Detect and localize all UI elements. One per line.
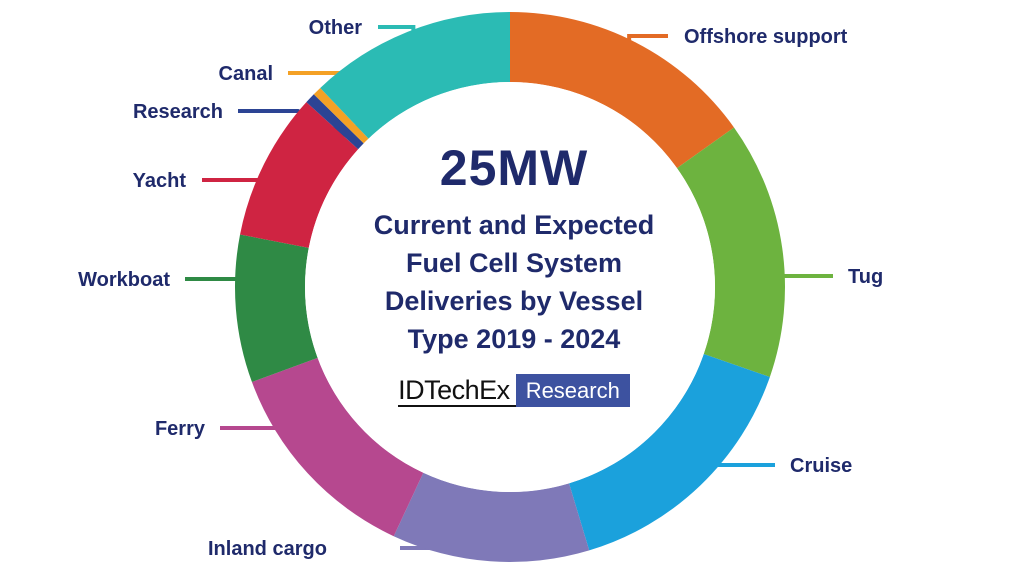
slice-label-tug: Tug [848, 266, 883, 288]
chart-title-line-4: Type 2019 - 2024 [407, 324, 621, 354]
slice-label-other: Other [309, 17, 363, 39]
slice-label-inland-cargo: Inland cargo [208, 538, 327, 560]
slice-offshore-support [510, 12, 735, 169]
slice-label-offshore-support: Offshore support [684, 26, 848, 48]
slice-ferry [251, 357, 424, 537]
slice-label-canal: Canal [219, 63, 273, 85]
slice-yacht [240, 102, 359, 248]
slice-canal [313, 87, 369, 144]
slice-label-workboat: Workboat [78, 269, 170, 291]
chart-center-text: 25MW Current and Expected Fuel Cell Syst… [350, 140, 678, 407]
chart-title-line-3: Deliveries by Vessel [384, 286, 644, 316]
logo-tag: Research [515, 374, 630, 407]
donut-slices [234, 12, 785, 562]
chart-headline: 25MW [439, 140, 589, 196]
slice-workboat [234, 234, 318, 383]
slice-label-research: Research [133, 101, 223, 123]
chart-title-line-1: Current and Expected [373, 210, 655, 240]
chart-title-line-2: Fuel Cell System [405, 248, 623, 278]
slice-tug [676, 127, 785, 377]
idtechex-logo: IDTechEx Research [350, 374, 678, 407]
slice-labels: Offshore support Tug Cruise Inland cargo Fer… [78, 17, 883, 560]
slice-other [320, 12, 510, 139]
slice-label-yacht: Yacht [133, 170, 187, 192]
chart-title: Current and Expected Fuel Cell System De… [350, 206, 678, 358]
slice-cruise [569, 354, 770, 551]
logo-brand: IDTechEx [398, 374, 516, 407]
slice-inland-cargo [393, 472, 590, 562]
slice-label-cruise: Cruise [790, 455, 852, 477]
slice-research [306, 94, 364, 150]
slice-label-ferry: Ferry [155, 418, 206, 440]
